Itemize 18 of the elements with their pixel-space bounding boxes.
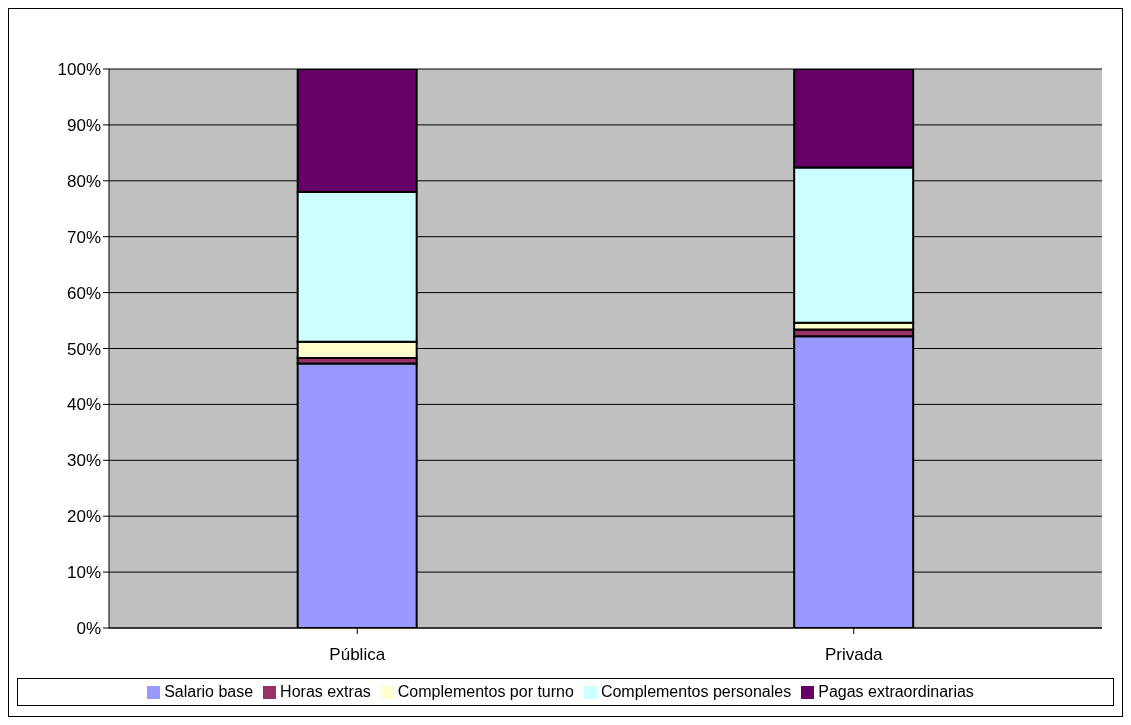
y-tick-label: 60% bbox=[66, 283, 101, 303]
legend-label: Horas extras bbox=[280, 683, 371, 700]
legend-label: Pagas extraordinarias bbox=[818, 683, 974, 700]
y-tick-label: 90% bbox=[66, 115, 101, 135]
x-tick-label: Pública bbox=[329, 645, 386, 665]
legend-label: Salario base bbox=[164, 683, 254, 700]
y-tick-label: 20% bbox=[66, 507, 101, 527]
legend-label: Complementos por turno bbox=[397, 683, 574, 700]
legend-label: Complementos personales bbox=[600, 683, 792, 700]
y-tick-label: 70% bbox=[66, 227, 101, 247]
y-tick-label: 10% bbox=[66, 563, 101, 583]
y-tick-label: 40% bbox=[66, 395, 101, 415]
x-tick-label: Privada bbox=[824, 645, 884, 665]
y-tick-label: 0% bbox=[76, 619, 101, 639]
y-tick-label: 100% bbox=[57, 60, 101, 80]
y-tick-label: 80% bbox=[66, 171, 101, 191]
y-tick-label: 50% bbox=[66, 339, 101, 359]
y-tick-label: 30% bbox=[66, 451, 101, 471]
